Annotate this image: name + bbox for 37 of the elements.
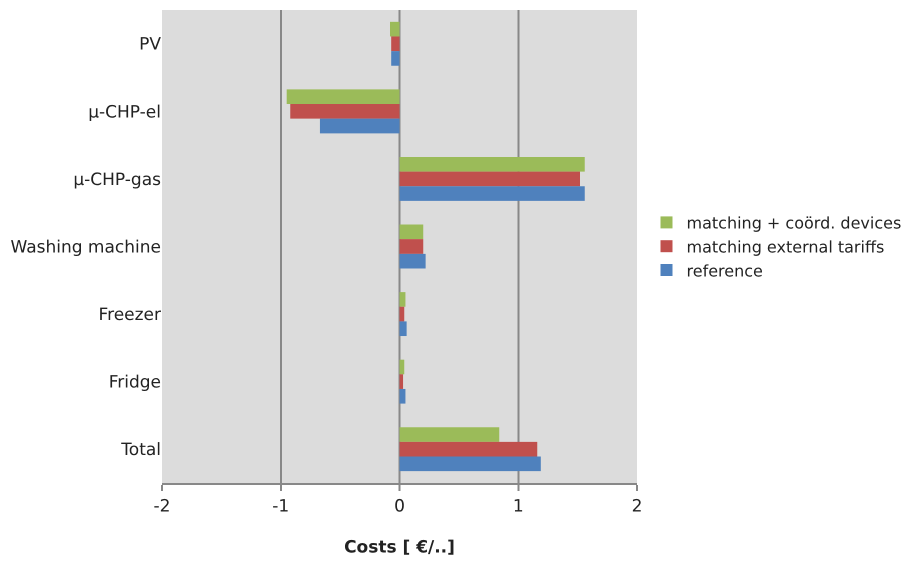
x-tick-label: 1 <box>512 496 524 516</box>
bar <box>400 456 541 472</box>
x-tick-label: 2 <box>632 496 642 516</box>
y-tick-label: Freezer <box>98 305 162 326</box>
y-tick-label: Washing machine <box>10 237 161 258</box>
bar <box>400 360 404 374</box>
bar <box>400 388 406 404</box>
bar <box>400 224 424 240</box>
bar <box>286 89 400 104</box>
bar <box>400 239 424 254</box>
x-axis-title: Costs [ €/..] <box>344 537 455 558</box>
bar <box>400 442 538 457</box>
bar <box>400 292 406 307</box>
bar <box>400 186 585 201</box>
bar <box>400 172 580 186</box>
x-tick-label: -2 <box>154 496 170 516</box>
bar <box>390 22 400 36</box>
bar <box>400 254 426 268</box>
bar <box>320 118 400 134</box>
bar <box>400 427 500 442</box>
legend-label: matching external tariffs <box>686 237 884 256</box>
bar <box>391 36 400 52</box>
legend-label: matching + coörd. devices <box>686 214 902 233</box>
bar <box>400 321 407 336</box>
bar <box>400 374 404 389</box>
y-tick-label: µ-CHP-gas <box>73 170 162 190</box>
legend-label: reference <box>686 261 763 280</box>
y-tick-label: PV <box>139 34 162 55</box>
bar <box>290 104 400 119</box>
x-tick-label: 0 <box>394 496 405 516</box>
y-tick-label: Fridge <box>108 372 161 393</box>
bar <box>400 156 585 172</box>
bar <box>391 51 400 66</box>
y-tick-label: Total <box>120 440 161 460</box>
bar <box>400 306 404 322</box>
y-tick-label: µ-CHP-el <box>88 102 161 122</box>
x-tick-label: -1 <box>272 496 290 516</box>
